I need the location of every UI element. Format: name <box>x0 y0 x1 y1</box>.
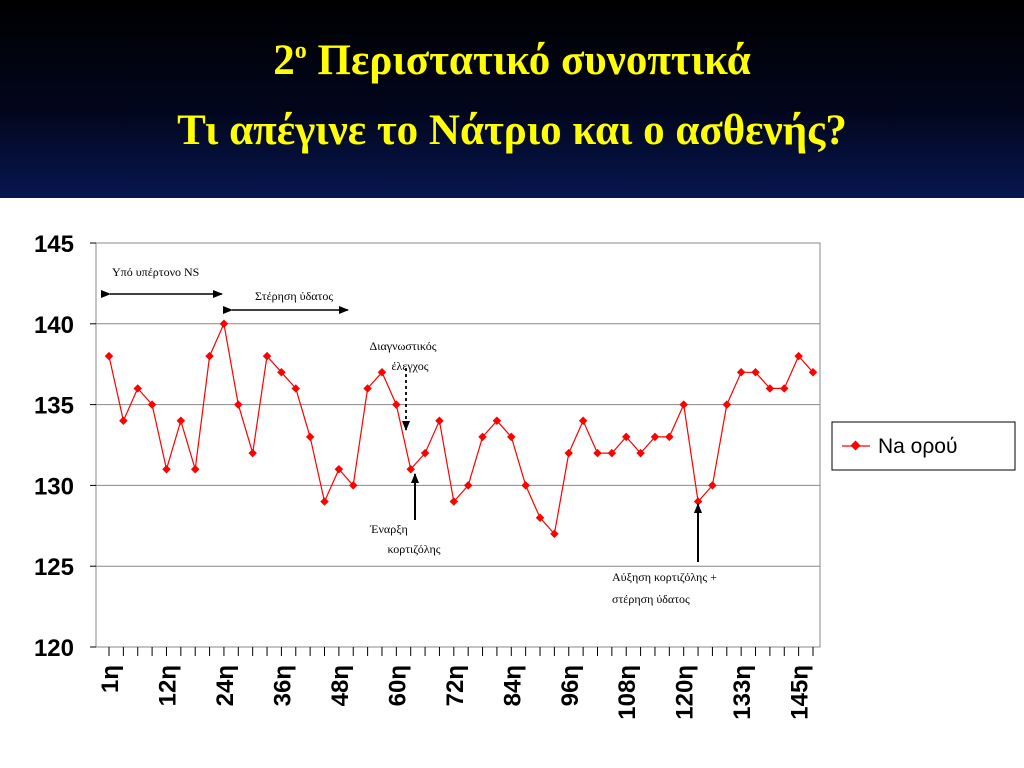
annotation-cortisol-increase-line1: Αύξηση κορτιζόλης + <box>612 570 717 584</box>
data-point <box>248 448 257 458</box>
y-tick-label: 125 <box>34 554 74 581</box>
annotation-water-restriction: Στέρηση ύδατος <box>255 289 333 303</box>
gridlines <box>96 323 820 567</box>
data-point <box>679 400 688 409</box>
data-point <box>190 464 200 474</box>
data-point <box>722 400 732 409</box>
data-point <box>349 481 358 490</box>
x-tick-label: 96η <box>557 665 584 706</box>
data-point <box>507 432 516 442</box>
data-point <box>607 448 617 458</box>
data-point <box>277 368 286 377</box>
title-banner: 2ο Περιστατικό συνοπτικά Τι απέγινε το Ν… <box>0 0 1024 198</box>
series-line-na <box>108 321 814 536</box>
data-point <box>291 384 301 393</box>
data-point <box>478 432 487 442</box>
data-point <box>176 416 186 426</box>
data-point <box>578 416 588 426</box>
x-tick-label: 12η <box>154 665 181 706</box>
data-point <box>794 351 803 361</box>
x-tick-label: 60η <box>384 665 411 706</box>
data-point <box>435 416 444 426</box>
data-point <box>305 432 315 442</box>
data-point <box>133 384 142 393</box>
x-tick-label: 36η <box>269 665 296 706</box>
data-point <box>808 368 818 377</box>
x-tick-label: 84η <box>499 665 526 706</box>
sodium-line-chart: 120 125 130 135 140 145 1η 12η 24η 36η 48η 60η 72η 8… <box>34 231 1016 720</box>
data-point <box>708 481 717 490</box>
title-superscript: ο <box>294 38 307 64</box>
y-tick-label: 145 <box>34 231 74 258</box>
data-point <box>665 432 674 442</box>
data-point <box>550 529 559 539</box>
data-point <box>104 351 114 361</box>
annotation-cortisol-start-line1: Έναρξη <box>369 522 408 536</box>
x-tick-label: 108η <box>614 665 641 720</box>
data-point <box>751 368 760 377</box>
x-tick-label: 24η <box>212 665 239 706</box>
x-tick-label: 1η <box>97 665 124 693</box>
data-point <box>262 351 272 361</box>
annotation-diagnostic-line2: έλεγχος <box>391 359 428 373</box>
annotation-ns: Υπό υπέρτονο NS <box>112 265 199 279</box>
legend: Na ορού <box>831 421 1016 471</box>
data-point <box>535 513 545 522</box>
data-points <box>104 319 818 539</box>
x-tick-label: 48η <box>327 665 354 706</box>
plot-area <box>95 242 821 648</box>
x-tick-label: 133η <box>729 665 756 720</box>
y-tick-label: 140 <box>34 312 74 339</box>
data-point <box>521 481 530 490</box>
data-point <box>420 448 430 458</box>
data-point <box>650 432 660 442</box>
x-tick-label: 120η <box>672 665 699 720</box>
data-point <box>119 416 128 426</box>
slide-title-line1: 2ο Περιστατικό συνοπτικά <box>273 37 751 84</box>
data-point <box>320 497 329 506</box>
data-point <box>392 400 401 409</box>
legend-label: Na ορού <box>878 435 957 458</box>
x-tick-label: 72η <box>442 665 469 706</box>
data-point <box>449 497 459 506</box>
data-point <box>205 351 214 361</box>
data-point <box>406 464 415 474</box>
legend-marker <box>850 440 861 451</box>
data-point <box>736 368 746 377</box>
data-point <box>765 384 775 393</box>
data-point <box>162 464 171 474</box>
y-tick-label: 130 <box>34 473 74 500</box>
annotation-diagnostic-line1: Διαγνωστικός <box>370 339 437 353</box>
data-point <box>564 448 573 458</box>
data-point <box>780 384 789 393</box>
y-tick-label: 135 <box>34 393 74 420</box>
data-point <box>621 432 631 442</box>
x-tick-label: 145η <box>787 665 814 720</box>
x-axis: 1η 12η 24η 36η 48η 60η 72η 84η 96η 108η 120η 133η 14… <box>97 647 814 720</box>
data-point <box>363 384 372 393</box>
data-point <box>593 448 602 458</box>
data-point <box>334 464 344 474</box>
slide-title-line2: Τι απέγινε το Νάτριο και ο ασθενής? <box>177 107 847 154</box>
y-tick-label: 120 <box>34 635 74 662</box>
data-point <box>234 400 243 409</box>
y-axis: 120 125 130 135 140 145 <box>34 231 96 662</box>
data-point <box>636 448 645 458</box>
data-point <box>147 400 157 409</box>
data-point <box>463 481 473 490</box>
data-point <box>492 416 502 426</box>
annotation-cortisol-increase-line2: στέρηση ύδατος <box>612 592 690 606</box>
data-point <box>219 319 229 329</box>
annotation-cortisol-start-line2: κορτιζόλης <box>387 542 440 556</box>
data-point <box>377 368 387 377</box>
annotations: Υπό υπέρτονο NS Στέρηση ύδατος Διαγνωστι… <box>101 265 717 606</box>
